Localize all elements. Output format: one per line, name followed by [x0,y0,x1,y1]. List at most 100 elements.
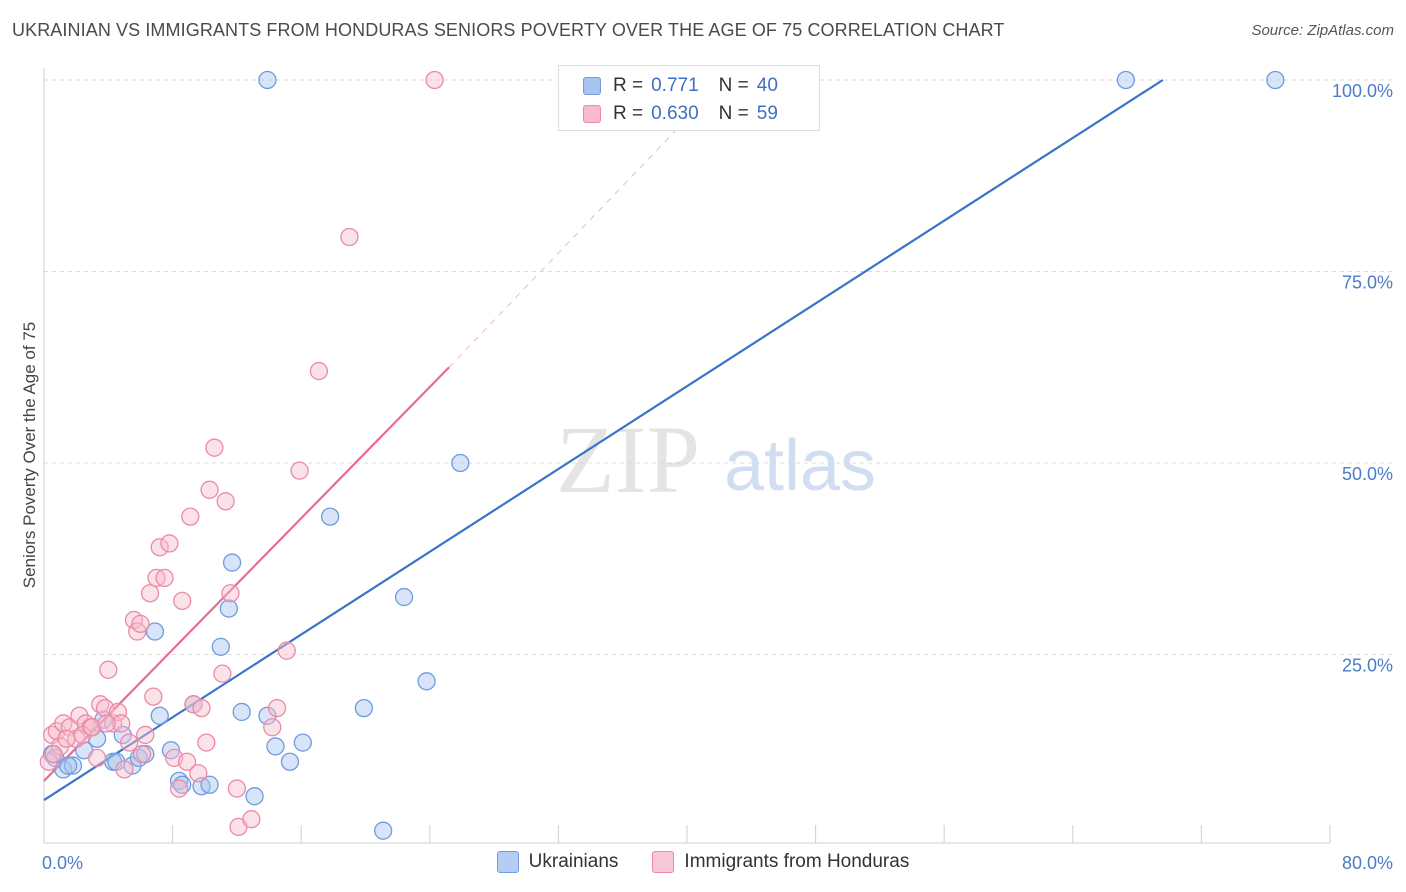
data-point-honduras [99,660,118,679]
data-point-honduras [132,744,152,764]
data-point-honduras [44,744,63,764]
legend-r-value: 0.771 [651,75,699,96]
y-tick-label: 50.0% [1342,464,1393,484]
data-point-honduras [181,507,200,526]
data-point-honduras [263,718,282,737]
series-swatch-honduras [652,851,675,873]
x-tick-label-max: 80.0% [1342,853,1393,873]
data-point-honduras [144,687,163,706]
data-point-ukrainians [63,756,83,775]
data-point-honduras [73,725,92,745]
x-tick-label-min: 0.0% [42,853,83,873]
data-point-ukrainians [145,622,165,641]
y-axis-title: Seniors Poverty Over the Age of 75 [20,322,39,588]
data-point-honduras [221,584,240,603]
series-label-honduras: Immigrants from Honduras [684,851,910,872]
data-point-honduras [97,714,116,733]
watermark-zip: ZIP [556,406,700,513]
data-point-honduras [150,538,169,557]
data-point-ukrainians [1116,70,1135,90]
data-point-ukrainians [374,821,393,840]
data-point-honduras [192,698,211,718]
trend-line [43,366,450,782]
data-points [39,70,1285,840]
data-point-ukrainians [451,453,470,473]
data-point-honduras [425,70,444,90]
data-point-ukrainians [58,756,78,775]
data-point-honduras [277,641,296,660]
axes: 25.0% 50.0% 75.0% 100.0% [43,68,1393,844]
grid-lines [44,79,1395,655]
legend-row-honduras: R = 0.630 N = 59 [583,100,778,128]
y-tick-label: 100.0% [1332,81,1393,101]
data-point-honduras [112,714,131,733]
data-point-honduras [108,702,128,722]
data-point-ukrainians [266,737,285,756]
data-point-honduras [227,779,247,798]
legend-swatch-honduras [583,105,601,123]
data-point-honduras [140,584,160,603]
legend-row-ukrainians: R = 0.771 N = 40 [583,72,778,100]
data-point-honduras [340,227,359,247]
trend-lines [43,79,1164,801]
correlation-legend: R = 0.771 N = 40 R = 0.630 N = 59 [558,65,820,131]
data-point-ukrainians [245,787,264,806]
data-point-honduras [83,718,102,737]
legend-n-label: N = [718,75,749,96]
series-legend-honduras[interactable]: Immigrants from Honduras [652,851,909,873]
data-point-honduras [169,779,189,798]
legend-r-label: R = [613,103,644,124]
data-point-ukrainians [87,729,107,748]
data-point-ukrainians [280,752,300,771]
data-point-honduras [213,664,232,683]
legend-n-value: 40 [756,75,778,96]
series-legend: Ukrainians Immigrants from Honduras [0,851,1406,873]
legend-swatch-ukrainians [583,77,601,95]
data-point-honduras [57,729,76,748]
data-point-ukrainians [417,672,436,691]
data-point-honduras [115,760,134,779]
data-point-honduras [242,810,261,829]
series-swatch-ukrainians [496,851,519,873]
data-point-honduras [290,461,309,480]
data-point-ukrainians [320,507,340,526]
data-point-honduras [87,748,107,768]
data-point-honduras [136,725,155,745]
data-point-ukrainians [232,702,251,722]
legend-n-label: N = [718,103,749,124]
data-point-ukrainians [219,599,239,618]
data-point-honduras [309,361,329,381]
y-tick-label: 25.0% [1342,656,1393,676]
data-point-honduras [131,614,150,634]
data-point-honduras [160,534,179,553]
source-label: Source: ZipAtlas.com [1251,22,1394,39]
data-point-honduras [173,591,192,611]
data-point-ukrainians [1266,70,1285,90]
legend-r-value: 0.630 [651,103,699,124]
data-point-ukrainians [258,706,277,725]
series-label-ukrainians: Ukrainians [528,851,619,872]
data-point-honduras [189,764,208,783]
data-point-ukrainians [200,775,219,794]
data-point-honduras [216,492,235,511]
trend-line [43,79,1164,801]
data-point-honduras [155,568,174,588]
data-point-ukrainians [394,587,414,607]
data-point-honduras [267,698,287,718]
watermark: ZIP atlas [556,406,876,513]
y-tick-label: 75.0% [1342,273,1393,293]
data-point-honduras [205,438,224,457]
series-legend-ukrainians[interactable]: Ukrainians [496,851,619,873]
data-point-ukrainians [222,553,242,572]
data-point-honduras [120,733,139,752]
data-point-ukrainians [354,698,374,718]
chart-title: UKRAINIAN VS IMMIGRANTS FROM HONDURAS SE… [12,20,1005,40]
legend-n-value: 59 [756,103,778,124]
data-point-ukrainians [211,637,230,656]
data-point-honduras [200,480,219,499]
data-point-ukrainians [293,733,312,752]
data-point-honduras [177,752,197,771]
legend-r-label: R = [613,75,644,96]
data-point-ukrainians [258,70,277,90]
